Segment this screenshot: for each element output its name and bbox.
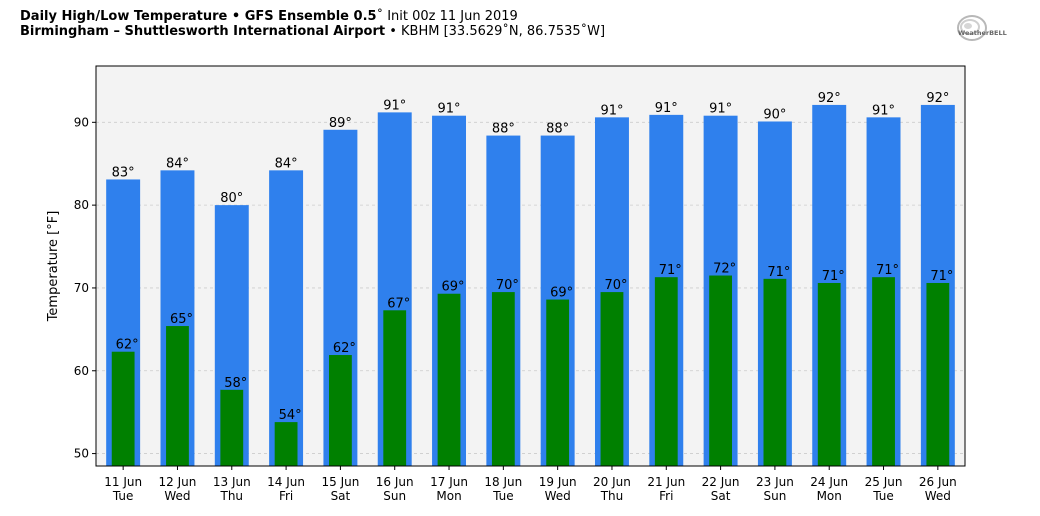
x-tick-day-2: Thu [220, 489, 244, 503]
low-label-8: 69° [550, 286, 573, 301]
low-bar-7 [491, 292, 515, 466]
x-tick-day-14: Tue [872, 489, 894, 503]
high-bar-3 [269, 170, 304, 466]
x-tick-date-7: 18 Jun [484, 475, 522, 489]
x-tick-day-8: Wed [545, 489, 571, 503]
low-label-4: 62° [333, 341, 356, 356]
high-label-14: 91° [872, 103, 895, 118]
low-bar-12 [763, 278, 787, 466]
y-tick-label-80: 80 [74, 198, 89, 212]
y-tick-label-50: 50 [74, 447, 89, 461]
low-label-1: 65° [170, 312, 193, 327]
y-tick-label-60: 60 [74, 364, 89, 378]
x-tick-date-2: 13 Jun [213, 475, 251, 489]
low-label-5: 67° [387, 296, 410, 311]
x-tick-day-7: Tue [492, 489, 514, 503]
plot-frame [95, 65, 966, 467]
chart-location-line: Birmingham – Shuttlesworth International… [20, 24, 605, 39]
low-bar-11 [709, 275, 732, 466]
y-axis-title: Temperature [°F] [46, 211, 61, 323]
low-label-10: 71° [659, 263, 682, 278]
low-label-15: 71° [930, 269, 953, 284]
x-tick-day-3: Fri [279, 489, 293, 503]
high-label-2: 80° [220, 191, 243, 206]
x-tick-day-1: Wed [164, 489, 190, 503]
chart-init-time: ˚ Init 00z 11 Jun 2019 [376, 9, 518, 24]
logo-text: WeatherBELL [958, 29, 1007, 37]
weatherbell-logo: WeatherBELL [957, 15, 1007, 41]
x-tick-date-13: 24 Jun [810, 475, 848, 489]
x-tick-date-4: 15 Jun [321, 475, 359, 489]
x-tick-day-11: Sat [711, 489, 731, 503]
x-tick-date-3: 14 Jun [267, 475, 305, 489]
low-label-11: 72° [713, 262, 736, 277]
low-bar-4 [329, 355, 352, 466]
low-bar-6 [437, 293, 461, 466]
x-tick-day-12: Sun [763, 489, 786, 503]
x-tick-day-9: Thu [600, 489, 624, 503]
low-bar-8 [546, 299, 570, 466]
chart-title-line: Daily High/Low Temperature • GFS Ensembl… [20, 9, 605, 24]
low-label-7: 70° [496, 278, 519, 293]
y-tick-label-90: 90 [74, 115, 89, 129]
high-label-6: 91° [438, 102, 461, 117]
x-tick-date-11: 22 Jun [702, 475, 740, 489]
low-bar-2 [220, 389, 244, 466]
low-label-14: 71° [876, 263, 899, 278]
high-label-10: 91° [655, 101, 678, 116]
low-bar-10 [654, 277, 678, 466]
low-bar-0 [111, 351, 135, 466]
high-label-0: 83° [112, 165, 135, 180]
low-bar-13 [817, 282, 841, 466]
high-label-7: 88° [492, 122, 515, 137]
x-tick-day-6: Mon [436, 489, 461, 503]
chart-station: • KBHM [33.5629˚N, 86.7535˚W] [385, 24, 606, 39]
x-tick-date-12: 23 Jun [756, 475, 794, 489]
low-bar-14 [872, 277, 895, 466]
low-label-9: 70° [604, 278, 627, 293]
low-bar-9 [600, 292, 624, 466]
x-tick-date-5: 16 Jun [376, 475, 414, 489]
x-tick-date-10: 21 Jun [647, 475, 685, 489]
x-tick-day-13: Mon [817, 489, 842, 503]
x-tick-day-4: Sat [331, 489, 351, 503]
x-tick-date-0: 11 Jun [104, 475, 142, 489]
high-label-12: 90° [763, 107, 786, 122]
x-tick-date-8: 19 Jun [539, 475, 577, 489]
low-label-12: 71° [767, 265, 790, 280]
x-tick-day-0: Tue [112, 489, 134, 503]
high-label-4: 89° [329, 116, 352, 131]
high-label-5: 91° [383, 98, 406, 113]
x-tick-date-14: 25 Jun [865, 475, 903, 489]
x-tick-date-9: 20 Jun [593, 475, 631, 489]
low-bar-1 [166, 326, 189, 466]
low-bar-15 [926, 282, 950, 466]
chart-header: Daily High/Low Temperature • GFS Ensembl… [20, 9, 605, 39]
high-label-11: 91° [709, 102, 732, 117]
low-label-13: 71° [822, 269, 845, 284]
low-label-6: 69° [442, 280, 465, 295]
high-label-9: 91° [600, 103, 623, 118]
high-label-1: 84° [166, 156, 189, 171]
x-tick-day-5: Sun [383, 489, 406, 503]
x-tick-day-10: Fri [659, 489, 673, 503]
y-tick-label-70: 70 [74, 281, 89, 295]
low-bar-5 [383, 310, 407, 466]
high-label-15: 92° [926, 91, 949, 106]
x-tick-date-1: 12 Jun [159, 475, 197, 489]
high-label-3: 84° [275, 156, 298, 171]
chart-location: Birmingham – Shuttlesworth International… [20, 24, 386, 39]
low-label-0: 62° [116, 338, 139, 353]
high-label-13: 92° [818, 91, 841, 106]
low-bar-3 [274, 422, 298, 466]
low-label-2: 58° [224, 376, 247, 391]
x-tick-date-15: 26 Jun [919, 475, 957, 489]
low-label-3: 54° [279, 408, 302, 423]
chart-title: Daily High/Low Temperature • GFS Ensembl… [20, 9, 377, 24]
high-label-8: 88° [546, 122, 569, 137]
x-tick-date-6: 17 Jun [430, 475, 468, 489]
x-tick-day-15: Wed [925, 489, 951, 503]
